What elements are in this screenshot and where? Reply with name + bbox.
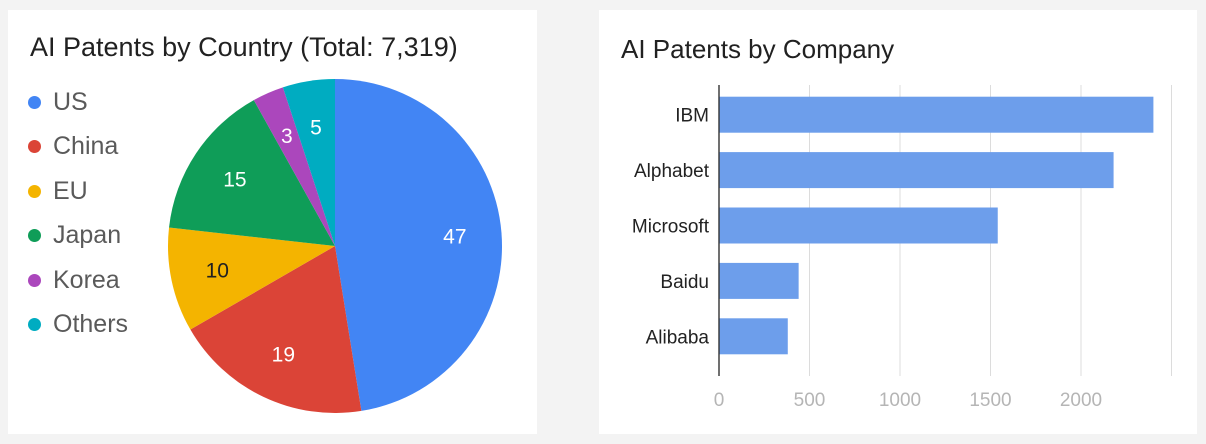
bar-baidu [719, 262, 799, 299]
legend-marker [28, 229, 41, 243]
legend-marker [28, 140, 41, 154]
pie-legend: US China EU Japan Korea Others [28, 80, 128, 347]
x-tick-label: 0 [714, 390, 725, 411]
legend-item-eu: EU [28, 169, 128, 214]
legend-item-china: China [28, 125, 128, 170]
bar-chart: 0 500 1000 1500 2000 IBM Alphabet Microsoft Baid… [632, 85, 1172, 411]
pie-slice-eu [168, 227, 335, 330]
x-tick-label: 500 [794, 390, 826, 411]
legend-label: China [53, 132, 119, 161]
category-label: Alphabet [634, 161, 710, 182]
legend-item-us: US [28, 80, 128, 125]
bar-alibaba [719, 318, 788, 355]
bar-alphabet [719, 152, 1114, 189]
category-label: Baidu [660, 272, 709, 293]
company-chart-card: AI Patents by Company 0 500 1000 1500 2000 IB… [599, 10, 1197, 434]
legend-label: EU [53, 176, 88, 205]
category-label: Microsoft [632, 217, 710, 238]
legend-marker [28, 95, 41, 109]
legend-item-japan: Japan [28, 214, 128, 259]
pie-slice-japan [169, 100, 335, 246]
pie-data-label: 5 [310, 116, 322, 139]
pie-chart-title: AI Patents by Country (Total: 7,319) [30, 32, 458, 62]
pie-slice-others [282, 79, 335, 246]
legend-label: US [53, 87, 88, 116]
legend-marker [28, 273, 41, 287]
legend-marker [28, 318, 41, 332]
x-tick-label: 1500 [969, 390, 1011, 411]
legend-label: Japan [53, 221, 122, 250]
legend-item-others: Others [28, 303, 128, 348]
legend-label: Others [53, 310, 129, 339]
pie-data-label: 3 [281, 125, 293, 148]
country-chart-card: AI Patents by Country (Total: 7,319) US C… [8, 10, 537, 434]
pie-data-label: 10 [206, 260, 229, 283]
legend-item-korea: Korea [28, 258, 128, 303]
category-label: Alibaba [646, 327, 710, 348]
x-tick-label: 1000 [879, 390, 921, 411]
legend-marker [28, 184, 41, 198]
bar-microsoft [719, 207, 998, 244]
category-label: IBM [675, 106, 709, 127]
pie-slice-us [335, 79, 503, 411]
bar-ibm [719, 96, 1154, 133]
pie-data-label: 47 [443, 225, 466, 248]
x-tick-label: 2000 [1060, 390, 1102, 411]
pie-chart: 47 19 10 15 3 5 [168, 79, 503, 414]
pie-data-label: 19 [272, 344, 295, 367]
pie-data-label: 15 [223, 168, 246, 191]
pie-slice-china [190, 246, 362, 414]
bar-chart-title: AI Patents by Company [621, 34, 895, 64]
legend-label: Korea [53, 265, 120, 294]
pie-slice-korea [253, 87, 335, 246]
